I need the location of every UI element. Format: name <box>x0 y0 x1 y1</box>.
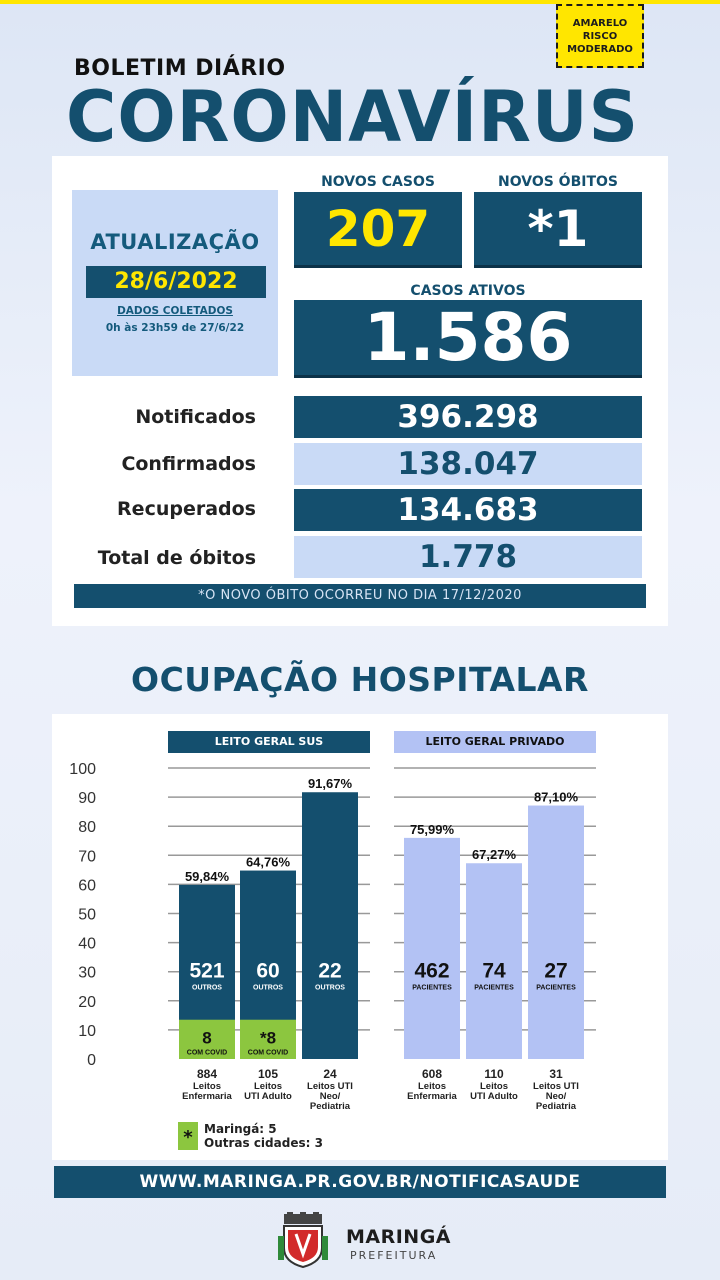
y-tick-label: 0 <box>87 1052 96 1069</box>
bulletin-subtitle: BOLETIM DIÁRIO <box>74 56 286 81</box>
city-coat-of-arms-icon <box>278 1212 328 1269</box>
hospital-section-title: OCUPAÇÃO HOSPITALAR <box>131 660 589 699</box>
bar-category-label: Leitos <box>418 1081 446 1092</box>
bar-category-label: Leitos UTI <box>533 1081 579 1092</box>
bar <box>302 792 358 1059</box>
stat-value-recovered: 134.683 <box>294 489 642 531</box>
new-cases-label: NOVOS CASOS <box>321 174 435 190</box>
bar-covid-value: *8 <box>260 1029 276 1048</box>
bar-covid-segment <box>179 1019 235 1059</box>
y-tick-label: 100 <box>69 761 96 778</box>
badge-line-2: RISCO <box>582 30 618 42</box>
new-cases-value: 207 <box>294 192 462 268</box>
bar-value: 521 <box>189 960 224 983</box>
bar-covid-segment <box>240 1019 296 1059</box>
bar-category-label: Enfermaria <box>407 1091 457 1102</box>
bar-category-label: Neo/ <box>546 1091 567 1102</box>
bar-value-label: OUTROS <box>315 985 345 992</box>
bar <box>528 805 584 1059</box>
bar-category-label: UTI Adulto <box>470 1091 518 1102</box>
bar-category-label: Enfermaria <box>182 1091 232 1102</box>
risk-level-badge: AMARELO RISCO MODERADO <box>556 4 644 68</box>
bar-percent-label: 67,27% <box>472 847 517 862</box>
bar <box>404 837 460 1059</box>
bar-value-label: PACIENTES <box>474 985 514 992</box>
bar-value: 462 <box>414 960 449 983</box>
bar-total-beds: 31 <box>549 1067 563 1081</box>
update-label: ATUALIZAÇÃO <box>90 230 260 254</box>
y-tick-label: 30 <box>78 965 96 982</box>
y-tick-label: 40 <box>78 936 96 953</box>
collected-label: DADOS COLETADOS <box>117 305 233 317</box>
bar-percent-label: 75,99% <box>410 822 455 837</box>
stat-value-notified: 396.298 <box>294 396 642 438</box>
bar-value: 60 <box>256 960 279 983</box>
group-header-private: LEITO GERAL PRIVADO <box>394 731 596 753</box>
bar-covid-value: 8 <box>202 1029 211 1048</box>
bar-value: 74 <box>482 960 506 983</box>
notification-url[interactable]: WWW.MARINGA.PR.GOV.BR/NOTIFICASAUDE <box>54 1166 666 1198</box>
y-tick-label: 80 <box>78 819 96 836</box>
y-tick-label: 70 <box>78 848 96 865</box>
page-title: CORONAVÍRUS <box>66 76 639 158</box>
bar-category-label: Leitos <box>193 1081 221 1092</box>
update-date: 28/6/2022 <box>86 266 266 298</box>
bar-total-beds: 110 <box>484 1067 504 1081</box>
top-accent-line <box>0 0 720 4</box>
death-date-note: *O NOVO ÓBITO OCORREU NO DIA 17/12/2020 <box>74 584 646 608</box>
active-cases-value: 1.586 <box>294 300 642 378</box>
bar-value-label: PACIENTES <box>412 985 452 992</box>
stat-value-confirmed: 138.047 <box>294 443 642 485</box>
bar-total-beds: 608 <box>422 1067 442 1081</box>
new-deaths-label: NOVOS ÓBITOS <box>497 174 618 190</box>
badge-line-3: MODERADO <box>567 43 633 55</box>
bar-value-label: OUTROS <box>192 985 222 992</box>
bar-percent-label: 64,76% <box>246 855 291 870</box>
y-tick-label: 60 <box>78 877 96 894</box>
stat-label-total-deaths: Total de óbitos <box>97 547 256 569</box>
bar-category-label: Pediatria <box>310 1101 351 1112</box>
stat-label-notified: Notificados <box>135 406 256 428</box>
badge-line-1: AMARELO <box>572 17 628 29</box>
bar-value-label: PACIENTES <box>536 985 576 992</box>
stat-label-confirmed: Confirmados <box>121 453 256 475</box>
bar-category-label: Leitos UTI <box>307 1081 353 1092</box>
bar-category-label: Pediatria <box>536 1101 577 1112</box>
legend-covid-marker: * <box>178 1122 198 1150</box>
bar-value: 27 <box>544 960 567 983</box>
brand-name: MARINGÁ <box>346 1226 452 1248</box>
bar-covid-label: COM COVID <box>248 1050 288 1057</box>
bar-value: 22 <box>318 960 341 983</box>
bar-category-label: Neo/ <box>320 1091 341 1102</box>
collected-range: 0h às 23h59 de 27/6/22 <box>105 322 245 334</box>
stat-value-total-deaths: 1.778 <box>294 536 642 578</box>
bar-percent-label: 91,67% <box>308 776 353 791</box>
bar-category-label: UTI Adulto <box>244 1091 292 1102</box>
bar <box>466 863 522 1059</box>
y-tick-label: 50 <box>78 907 96 924</box>
stat-label-recovered: Recuperados <box>117 498 256 520</box>
y-tick-label: 90 <box>78 790 96 807</box>
bar-category-label: Leitos <box>254 1081 282 1092</box>
active-cases-label: CASOS ATIVOS <box>410 283 526 299</box>
bar-total-beds: 24 <box>323 1067 337 1081</box>
bar-covid-label: COM COVID <box>187 1050 227 1057</box>
new-deaths-value: *1 <box>474 192 642 268</box>
bar-total-beds: 884 <box>197 1067 217 1081</box>
bar-percent-label: 59,84% <box>185 869 230 884</box>
bar-category-label: Leitos <box>480 1081 508 1092</box>
legend-line-2: Outras cidades: 3 <box>204 1136 323 1150</box>
bar-percent-label: 87,10% <box>534 790 579 805</box>
group-header-sus: LEITO GERAL SUS <box>168 731 370 753</box>
y-tick-label: 10 <box>78 1023 96 1040</box>
y-tick-label: 20 <box>78 994 96 1011</box>
bar-total-beds: 105 <box>258 1067 278 1081</box>
bar-value-label: OUTROS <box>253 985 283 992</box>
brand-subtitle: PREFEITURA <box>350 1249 438 1262</box>
legend-line-1: Maringá: 5 <box>204 1122 277 1136</box>
